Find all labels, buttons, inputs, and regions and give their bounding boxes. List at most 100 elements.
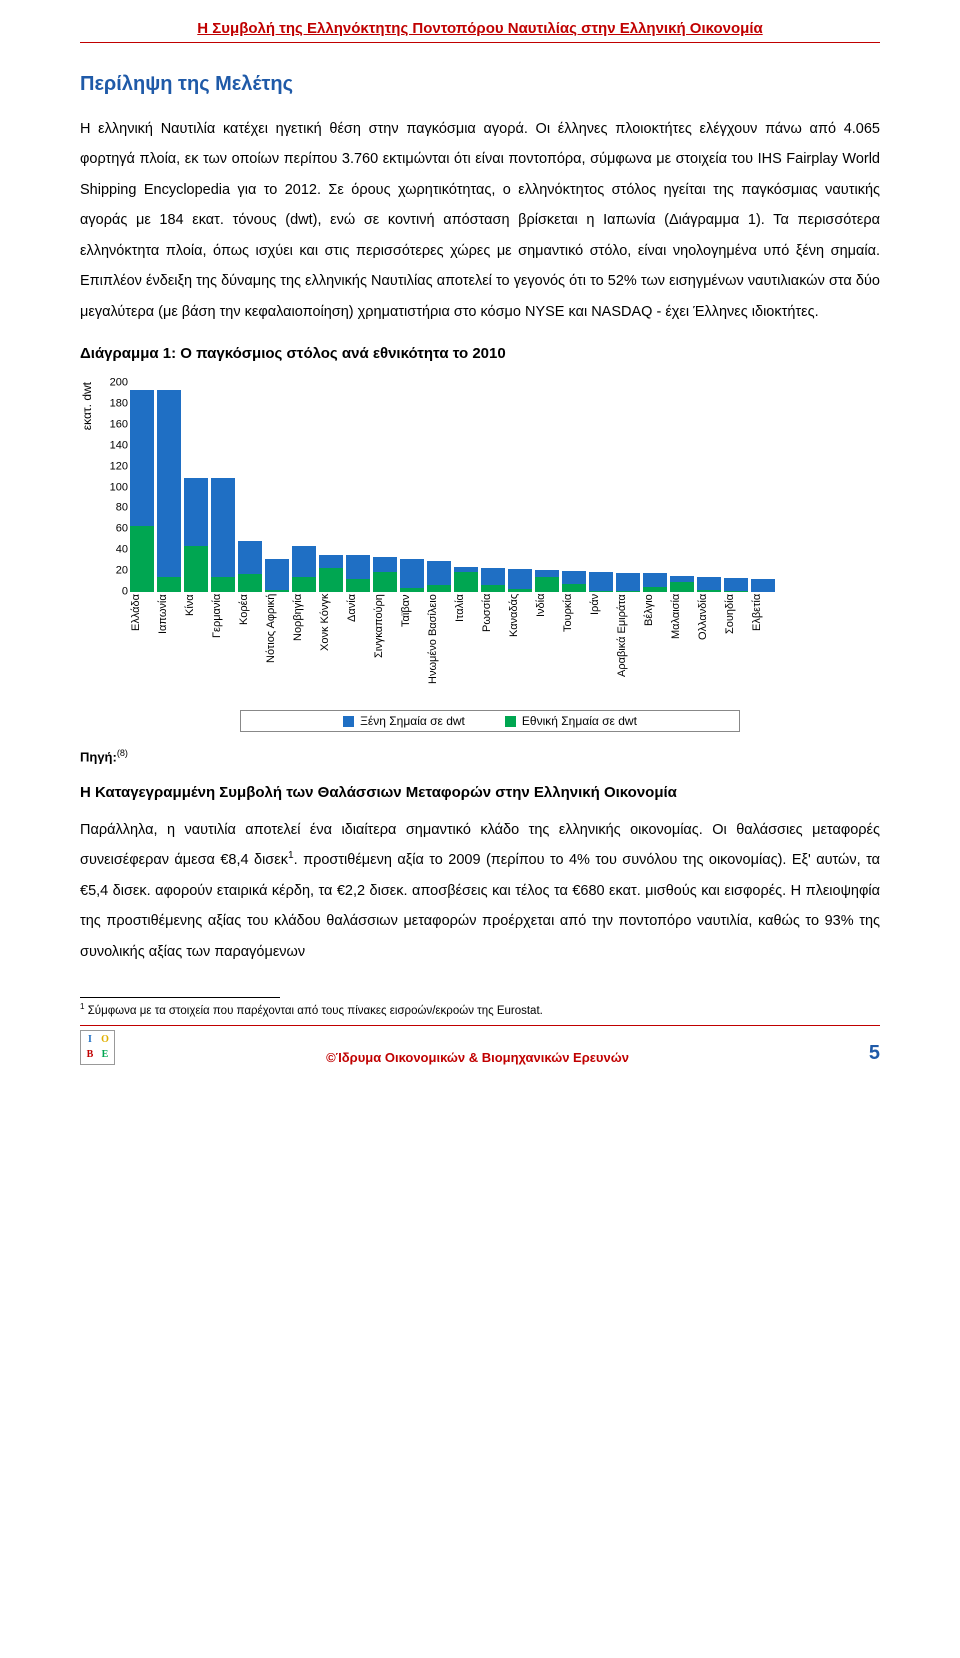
bar-seg-national: [508, 589, 532, 592]
bar-seg-foreign: [292, 546, 316, 577]
body-paragraph-1: Η ελληνική Ναυτιλία κατέχει ηγετική θέση…: [80, 114, 880, 327]
x-tick-label: Ινδία: [535, 594, 559, 704]
bar-seg-national: [265, 590, 289, 592]
bar-seg-foreign: [238, 541, 262, 574]
bar-seg-foreign: [157, 390, 181, 577]
y-tick: 20: [100, 566, 128, 577]
x-tick-label: Κορέα: [238, 594, 262, 704]
bar: [265, 559, 289, 592]
y-tick: 200: [100, 378, 128, 389]
y-tick: 120: [100, 461, 128, 472]
legend-label-national: Εθνική Σημαία σε dwt: [522, 714, 637, 728]
logo-icon: ΙΟΒΕ: [80, 1030, 115, 1065]
footer: ΙΟΒΕ ©Ίδρυμα Οικονομικών & Βιομηχανικών …: [80, 1025, 880, 1065]
bar-seg-national: [697, 590, 721, 592]
x-tick-label: Ολλανδία: [697, 594, 721, 704]
subheading: Η Καταγεγραμμένη Συμβολή των Θαλάσσιων Μ…: [80, 782, 880, 805]
x-tick-label: Νότιος Αφρική: [265, 594, 289, 704]
chart-source: Πηγή:(8): [80, 748, 880, 764]
bar-seg-foreign: [697, 577, 721, 590]
bar: [211, 478, 235, 592]
bar: [616, 573, 640, 592]
y-axis-title: εκατ. dwt: [80, 382, 94, 430]
chart: εκατ. dwt 020406080100120140160180200 Ελ…: [80, 372, 880, 742]
bar: [697, 577, 721, 592]
y-tick: 100: [100, 482, 128, 493]
x-tick-label: Σουηδία: [724, 594, 748, 704]
bar-seg-national: [211, 577, 235, 592]
bar: [535, 570, 559, 592]
bar: [427, 561, 451, 592]
page: Η Συμβολή της Ελληνόκτητης Ποντοπόρου Να…: [40, 0, 920, 1105]
y-tick: 180: [100, 398, 128, 409]
bar-seg-national: [427, 585, 451, 592]
running-title: Η Συμβολή της Ελληνόκτητης Ποντοπόρου Να…: [197, 20, 762, 37]
x-tick-label: Αραβικά Εμιράτα: [616, 594, 640, 704]
y-tick: 0: [100, 586, 128, 597]
bar: [400, 559, 424, 592]
bar-seg-foreign: [616, 573, 640, 591]
footnote-text: Σύμφωνα με τα στοιχεία που παρέχονται απ…: [88, 1005, 543, 1017]
footer-org: ©Ίδρυμα Οικονομικών & Βιομηχανικών Ερευν…: [115, 1050, 840, 1065]
y-tick: 80: [100, 503, 128, 514]
bar-seg-national: [589, 591, 613, 592]
bar-seg-foreign: [130, 390, 154, 526]
bar: [643, 573, 667, 592]
logo-letter: Ι: [83, 1033, 97, 1047]
legend-swatch-foreign: [343, 716, 354, 727]
x-tick-label: Ρωσσία: [481, 594, 505, 704]
bar-seg-national: [481, 585, 505, 592]
bar-seg-foreign: [373, 557, 397, 572]
bar: [157, 390, 181, 592]
footnote-separator: [80, 997, 280, 998]
x-tick-label: Νορβηγία: [292, 594, 316, 704]
x-tick-label: Ιράν: [589, 594, 613, 704]
x-tick-label: Καναδάς: [508, 594, 532, 704]
source-label: Πηγή:: [80, 749, 117, 764]
bar-seg-foreign: [724, 578, 748, 591]
legend-label-foreign: Ξένη Σημαία σε dwt: [360, 714, 465, 728]
bar-seg-national: [562, 584, 586, 592]
x-tick-label: Ελλάδα: [130, 594, 154, 704]
bar: [562, 571, 586, 592]
bar-seg-foreign: [265, 559, 289, 590]
bar-seg-national: [184, 546, 208, 592]
header-rule: Η Συμβολή της Ελληνόκτητης Ποντοπόρου Να…: [80, 20, 880, 43]
x-tick-label: Ιαπωνία: [157, 594, 181, 704]
chart-inner: 020406080100120140160180200 ΕλλάδαΙαπωνί…: [100, 372, 880, 742]
x-tick-label: Δανία: [346, 594, 370, 704]
x-tick-label: Ελβετία: [751, 594, 775, 704]
bar-seg-national: [238, 574, 262, 592]
bar-seg-national: [292, 577, 316, 592]
bar-seg-foreign: [427, 561, 451, 585]
bar-seg-national: [157, 577, 181, 592]
bar-seg-foreign: [508, 569, 532, 589]
bar: [481, 568, 505, 592]
page-number: 5: [840, 1042, 880, 1065]
bar-seg-foreign: [562, 571, 586, 584]
bar-seg-national: [130, 526, 154, 592]
bar-seg-foreign: [184, 478, 208, 546]
y-axis: 020406080100120140160180200: [100, 372, 128, 592]
body-paragraph-2: Παράλληλα, η ναυτιλία αποτελεί ένα ιδιαί…: [80, 815, 880, 967]
bar: [373, 557, 397, 592]
bar: [670, 576, 694, 592]
bar-seg-national: [616, 591, 640, 592]
bar-seg-national: [400, 588, 424, 592]
bar-seg-foreign: [346, 555, 370, 579]
bar: [184, 478, 208, 592]
bar-seg-national: [454, 572, 478, 592]
y-tick: 40: [100, 545, 128, 556]
bar-seg-national: [373, 572, 397, 592]
bar-seg-national: [643, 587, 667, 593]
bar-seg-foreign: [481, 568, 505, 586]
bar: [238, 541, 262, 592]
x-tick-label: Χονκ Κόνγκ: [319, 594, 343, 704]
bar-seg-foreign: [211, 478, 235, 577]
y-tick: 140: [100, 440, 128, 451]
bar-seg-foreign: [643, 573, 667, 586]
legend: Ξένη Σημαία σε dwt Εθνική Σημαία σε dwt: [240, 710, 740, 732]
bar: [724, 578, 748, 592]
bar: [589, 572, 613, 592]
bar: [319, 555, 343, 592]
